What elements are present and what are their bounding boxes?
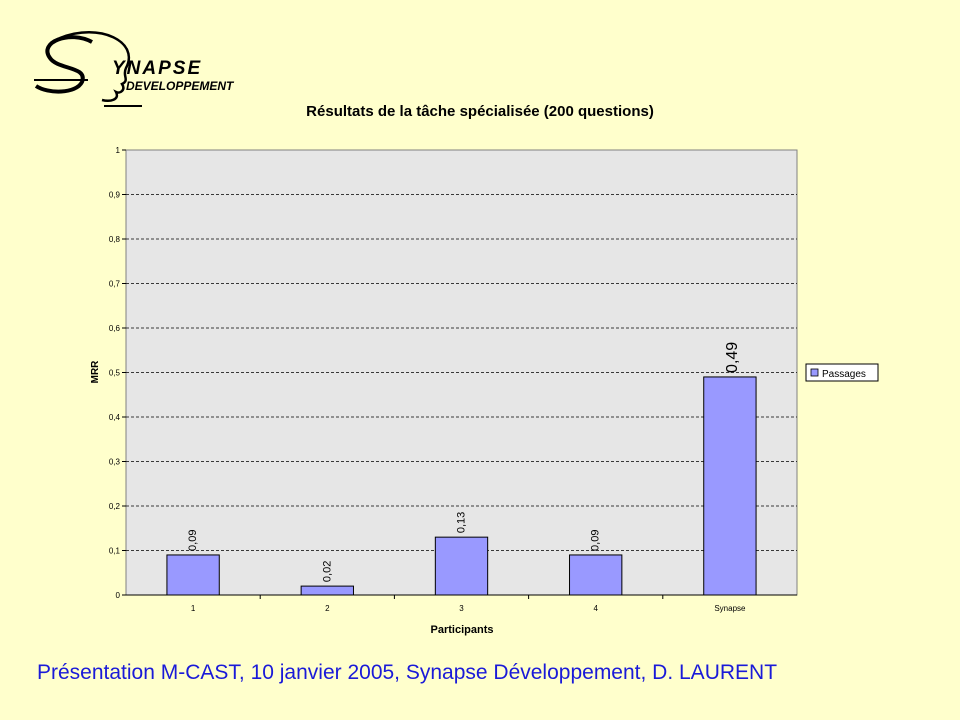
logo-main-text: YNAPSE <box>112 58 202 79</box>
y-tick-label: 0,9 <box>109 191 121 200</box>
synapse-logo: YNAPSE DEVELOPPEMENT <box>34 31 235 107</box>
y-tick-label: 0,6 <box>109 324 121 333</box>
legend: Passages <box>805 363 879 382</box>
x-tick-label: 2 <box>325 604 330 613</box>
x-tick-label: 3 <box>459 604 464 613</box>
y-axis-ticks: 0 0,1 0,2 0,3 0,4 0,5 0,6 0,7 0,8 0,9 1 <box>109 146 126 600</box>
x-axis-ticks: 1 2 3 4 Synapse <box>126 594 797 613</box>
y-tick-label: 0,3 <box>109 458 121 467</box>
data-label: 0,49 <box>724 342 741 373</box>
footer-caption: Présentation M-CAST, 10 janvier 2005, Sy… <box>37 661 778 684</box>
legend-box <box>805 363 879 382</box>
legend-label: Passages <box>822 369 866 380</box>
y-tick-label: 0,5 <box>109 369 121 378</box>
y-tick-label: 0,2 <box>109 502 121 511</box>
bar <box>569 554 623 596</box>
data-label: 0,09 <box>187 530 199 551</box>
chart-title: Résultats de la tâche spécialisée (200 q… <box>306 103 654 120</box>
y-tick-label: 0,1 <box>109 547 121 556</box>
bar <box>434 536 489 596</box>
grid-lines <box>126 194 797 551</box>
y-tick-label: 0 <box>116 591 121 600</box>
bar-chart: Résultats de la tâche spécialisée (200 q… <box>90 103 879 636</box>
x-tick-label: 4 <box>593 604 598 613</box>
data-label: 0,13 <box>456 512 468 533</box>
bar <box>166 554 220 596</box>
legend-swatch <box>810 368 819 377</box>
x-axis-title: Participants <box>431 624 494 636</box>
y-tick-label: 0,8 <box>109 235 121 244</box>
logo-sub-text: DEVELOPPEMENT <box>126 79 235 93</box>
logo-swoosh-head <box>59 31 130 102</box>
y-tick-label: 0,4 <box>109 413 121 422</box>
bar <box>703 376 757 596</box>
y-tick-label: 0,7 <box>109 280 121 289</box>
bar <box>300 585 354 596</box>
data-label: 0,09 <box>590 530 602 551</box>
x-tick-label: Synapse <box>714 604 746 613</box>
data-label: 0,02 <box>321 561 333 582</box>
y-tick-label: 1 <box>116 146 121 155</box>
x-tick-label: 1 <box>191 604 196 613</box>
y-axis-title: MRR <box>90 360 101 384</box>
bars: 0,09 0,02 0,13 0,09 0,49 <box>166 342 757 596</box>
